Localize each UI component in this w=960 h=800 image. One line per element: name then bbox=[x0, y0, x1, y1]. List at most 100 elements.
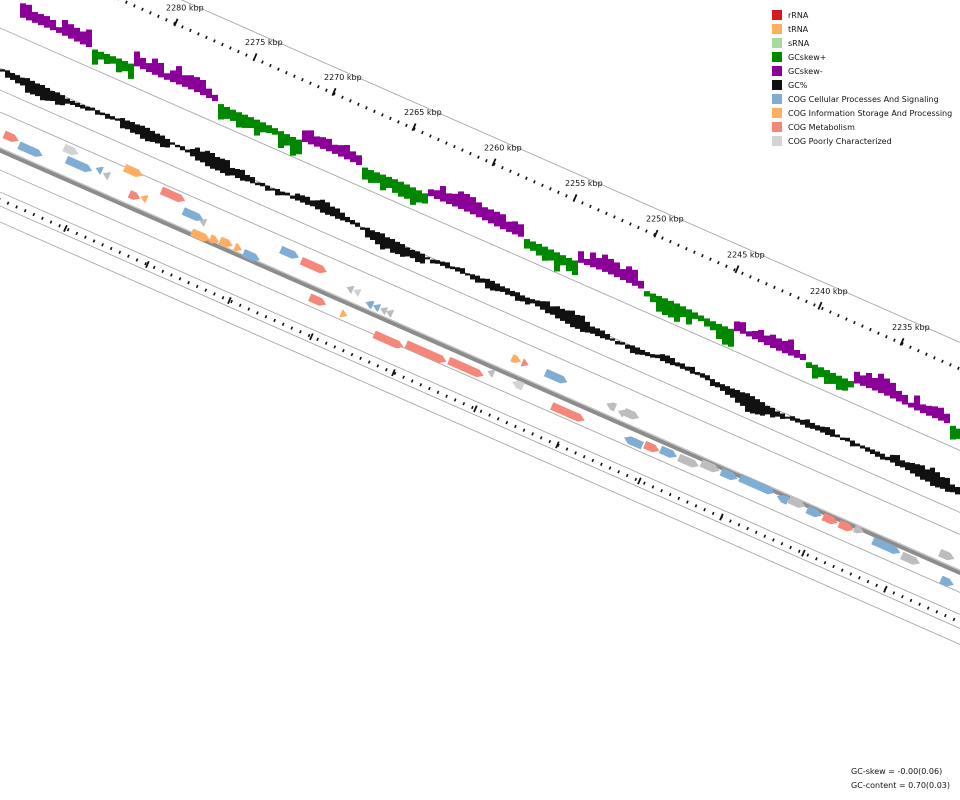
gene-arrow bbox=[233, 243, 243, 252]
inner-minor-tick bbox=[445, 394, 448, 398]
gc-content-bar bbox=[735, 390, 740, 403]
gc-content-bar bbox=[185, 149, 190, 153]
minor-tick bbox=[133, 4, 136, 8]
gc-skew-bar bbox=[764, 335, 770, 346]
inner-minor-tick bbox=[453, 398, 457, 402]
gene-arrow bbox=[606, 402, 618, 412]
minor-tick bbox=[333, 92, 336, 96]
gc-skew-bar bbox=[554, 252, 560, 272]
ruler-label: 2270 kbp bbox=[324, 73, 362, 82]
gc-skew-bar bbox=[158, 62, 164, 78]
minor-tick bbox=[805, 299, 808, 304]
gc-skew-bar bbox=[44, 16, 50, 28]
gene-arrow bbox=[699, 459, 720, 473]
gene-arrow bbox=[380, 307, 389, 315]
inner-minor-tick bbox=[522, 428, 526, 432]
gc-content-bar bbox=[480, 278, 485, 283]
minor-tick bbox=[157, 14, 160, 19]
gene-arrow bbox=[617, 409, 626, 418]
gc-content-bar bbox=[890, 454, 895, 463]
gc-content-bar bbox=[440, 261, 445, 266]
inner-minor-tick bbox=[75, 231, 79, 236]
legend-swatch bbox=[772, 108, 782, 118]
inner-minor-tick bbox=[926, 606, 930, 610]
gc-skew-track bbox=[20, 3, 960, 440]
gc-content-bar bbox=[620, 342, 625, 345]
minor-tick bbox=[861, 324, 864, 328]
inner-minor-tick bbox=[342, 349, 345, 353]
gc-content-bar bbox=[875, 451, 880, 457]
gc-content-bar bbox=[80, 104, 85, 109]
gc-skew-bar bbox=[332, 144, 338, 154]
gene-arrow bbox=[658, 445, 678, 458]
gc-skew-bar bbox=[488, 209, 494, 224]
gc-skew-bar bbox=[32, 11, 38, 23]
gc-content-bar bbox=[85, 106, 90, 111]
gc-content-bar bbox=[35, 83, 40, 97]
gc-content-bar bbox=[135, 124, 140, 135]
minor-tick bbox=[845, 317, 848, 321]
legend-item: COG Cellular Processes And Signaling bbox=[772, 92, 952, 106]
gc-content-bar bbox=[860, 445, 865, 449]
inner-minor-tick bbox=[909, 598, 913, 603]
gc-content-bar bbox=[445, 262, 450, 269]
inner-major-tick bbox=[391, 369, 396, 377]
minor-tick bbox=[877, 331, 880, 335]
gene-arrow bbox=[487, 369, 496, 378]
gc-content-bar bbox=[935, 472, 940, 488]
legend-label: rRNA bbox=[788, 10, 809, 20]
legend-label: GCskew+ bbox=[788, 52, 827, 62]
minor-tick bbox=[949, 363, 952, 367]
gc-skew-bar bbox=[146, 63, 152, 73]
gc-content-bar bbox=[715, 382, 720, 388]
gc-content-bar bbox=[225, 160, 230, 176]
ruler-label: 2255 kbp bbox=[565, 179, 603, 188]
inner-minor-tick bbox=[324, 341, 328, 345]
gc-content-bar bbox=[255, 182, 260, 186]
gc-content-bar bbox=[950, 484, 955, 493]
inner-major-tick bbox=[227, 297, 232, 305]
gc-content-bar bbox=[375, 232, 380, 245]
gc-content-bar bbox=[65, 98, 70, 104]
ruler-label: 2280 kbp bbox=[166, 3, 204, 12]
gc-content-bar bbox=[670, 358, 675, 366]
minor-tick bbox=[533, 180, 536, 184]
gc-content-bar bbox=[360, 227, 365, 230]
minor-tick bbox=[541, 183, 544, 187]
gc-content-bar bbox=[845, 437, 850, 442]
gc-content-bar bbox=[190, 148, 195, 157]
minor-tick bbox=[397, 120, 400, 124]
gc-content-bar bbox=[610, 338, 615, 341]
gene-arrow bbox=[821, 512, 838, 525]
gene-arrow bbox=[208, 234, 220, 244]
minor-tick bbox=[693, 250, 696, 254]
gc-content-bar bbox=[475, 275, 480, 283]
ruler-label: 2240 kbp bbox=[810, 287, 848, 296]
legend-swatch bbox=[772, 66, 782, 76]
minor-tick bbox=[477, 155, 480, 159]
legend-label: COG Metabolism bbox=[788, 122, 855, 132]
gc-skew-bar bbox=[920, 404, 926, 414]
inner-minor-tick bbox=[15, 205, 18, 209]
gc-content-bar bbox=[485, 278, 490, 289]
inner-minor-tick bbox=[333, 345, 337, 349]
minor-tick bbox=[213, 39, 216, 43]
gc-content-bar bbox=[560, 308, 565, 321]
gc-content-bar bbox=[300, 195, 305, 203]
legend-swatch bbox=[772, 10, 782, 20]
gc-content-bar bbox=[835, 434, 840, 438]
gc-skew-bar bbox=[80, 31, 86, 45]
inner-major-tick bbox=[555, 441, 560, 449]
gc-skew-bar bbox=[572, 260, 578, 276]
gc-skew-bar bbox=[512, 221, 518, 235]
gc-skew-bar bbox=[20, 3, 26, 18]
ruler-label: 2245 kbp bbox=[727, 250, 765, 259]
major-tick bbox=[411, 123, 417, 132]
gc-skew-bar bbox=[866, 372, 872, 389]
gc-content-bar bbox=[870, 449, 875, 455]
minor-tick bbox=[733, 268, 736, 272]
minor-tick bbox=[917, 349, 920, 353]
gc-skew-bar bbox=[590, 252, 596, 268]
minor-tick bbox=[221, 42, 224, 47]
gc-content-bar bbox=[425, 257, 430, 260]
